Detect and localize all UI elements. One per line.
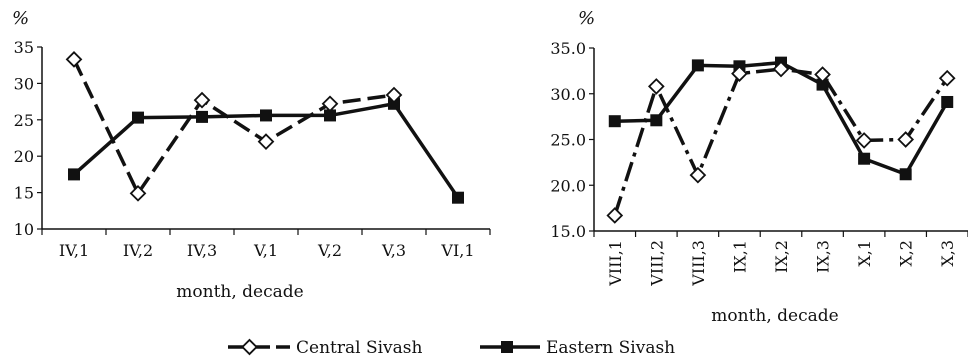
legend-label-central-sivash: Central Sivash — [296, 338, 422, 358]
data-point-central-sivash — [321, 95, 339, 113]
y-tick-label: 25 — [14, 111, 34, 130]
chart-left: 10 15 20 25 30 35 IV,1 IV,2 IV,3 V,1 V,2 V,3 VI,1% mo… — [12, 8, 491, 302]
x-tick-label: IV,1 — [59, 241, 89, 260]
y-tick-label: 35.0 — [550, 39, 586, 58]
legend-marker-central-sivash — [241, 338, 258, 356]
data-point-eastern-sivash — [324, 109, 336, 122]
data-point-eastern-sivash — [691, 59, 704, 72]
data-point-eastern-sivash — [196, 110, 208, 123]
data-point-central-sivash — [257, 133, 275, 150]
x-axis-title: month, decade — [711, 306, 838, 326]
data-point-central-sivash — [193, 91, 211, 109]
data-point-central-sivash — [129, 184, 147, 202]
y-axis-unit: % — [578, 8, 595, 29]
x-tick-label: X,2 — [897, 240, 916, 267]
x-axis-title: month, decade — [176, 282, 303, 302]
legend-label-eastern-sivash: Eastern Sivash — [546, 338, 675, 358]
x-tick-label: IV,3 — [187, 241, 217, 260]
data-point-central-sivash — [385, 86, 403, 104]
series-line-central-sivash — [613, 67, 949, 216]
y-tick-label: 15 — [14, 184, 34, 203]
data-point-eastern-sivash — [452, 191, 464, 204]
series-line-eastern-sivash — [614, 60, 949, 177]
x-tick-label: IX,3 — [814, 240, 833, 273]
data-point-central-sivash — [606, 207, 624, 224]
data-point-central-sivash — [731, 65, 748, 82]
data-point-eastern-sivash — [608, 115, 621, 128]
y-tick-label: 30 — [14, 74, 34, 93]
y-tick-label: 20.0 — [550, 176, 586, 195]
data-point-central-sivash — [647, 78, 665, 95]
y-tick-label: 15.0 — [550, 222, 586, 241]
data-point-eastern-sivash — [899, 168, 912, 181]
x-tick-label: VIII,3 — [689, 240, 708, 287]
data-point-central-sivash — [772, 60, 790, 78]
data-point-eastern-sivash — [388, 97, 400, 110]
y-axis-unit: % — [12, 8, 29, 29]
data-point-central-sivash — [897, 131, 915, 148]
data-point-central-sivash — [689, 166, 707, 184]
data-point-eastern-sivash — [650, 114, 663, 127]
y-tick-label: 25.0 — [550, 131, 586, 150]
x-tick-label: VIII,1 — [606, 240, 625, 287]
x-tick-label: IX,2 — [772, 240, 791, 273]
x-tick-label: IX,1 — [730, 240, 749, 273]
data-point-eastern-sivash — [132, 111, 144, 124]
x-tick-label: VIII,2 — [647, 240, 666, 287]
x-tick-label: X,1 — [855, 240, 874, 267]
data-point-central-sivash — [938, 69, 956, 87]
data-point-central-sivash — [814, 66, 831, 83]
x-tick-label: X,3 — [938, 240, 957, 267]
chart-right: 15.0 20.0 25.0 30.0 35.0 VIII,1 VIII,2 VIII,3 IX… — [550, 8, 968, 326]
data-point-eastern-sivash — [68, 168, 80, 181]
x-tick-label: V,2 — [317, 241, 342, 260]
data-point-eastern-sivash — [941, 95, 954, 108]
x-tick-label: IV,2 — [123, 241, 153, 260]
data-point-central-sivash — [855, 132, 873, 149]
data-point-eastern-sivash — [858, 152, 871, 165]
y-tick-label: 35 — [14, 38, 34, 57]
data-point-central-sivash — [65, 51, 83, 68]
x-tick-label: VI,1 — [440, 241, 474, 260]
data-point-eastern-sivash — [260, 109, 272, 122]
legend: Central Sivash Eastern Sivash — [228, 338, 675, 358]
x-tick-label: V,3 — [381, 241, 406, 260]
series-line-central-sivash — [72, 58, 395, 196]
y-tick-label: 10 — [14, 220, 34, 239]
y-tick-label: 20 — [14, 147, 34, 166]
y-tick-label: 30.0 — [550, 85, 586, 104]
x-tick-label: V,1 — [253, 241, 278, 260]
legend-marker-eastern-sivash — [501, 341, 513, 353]
